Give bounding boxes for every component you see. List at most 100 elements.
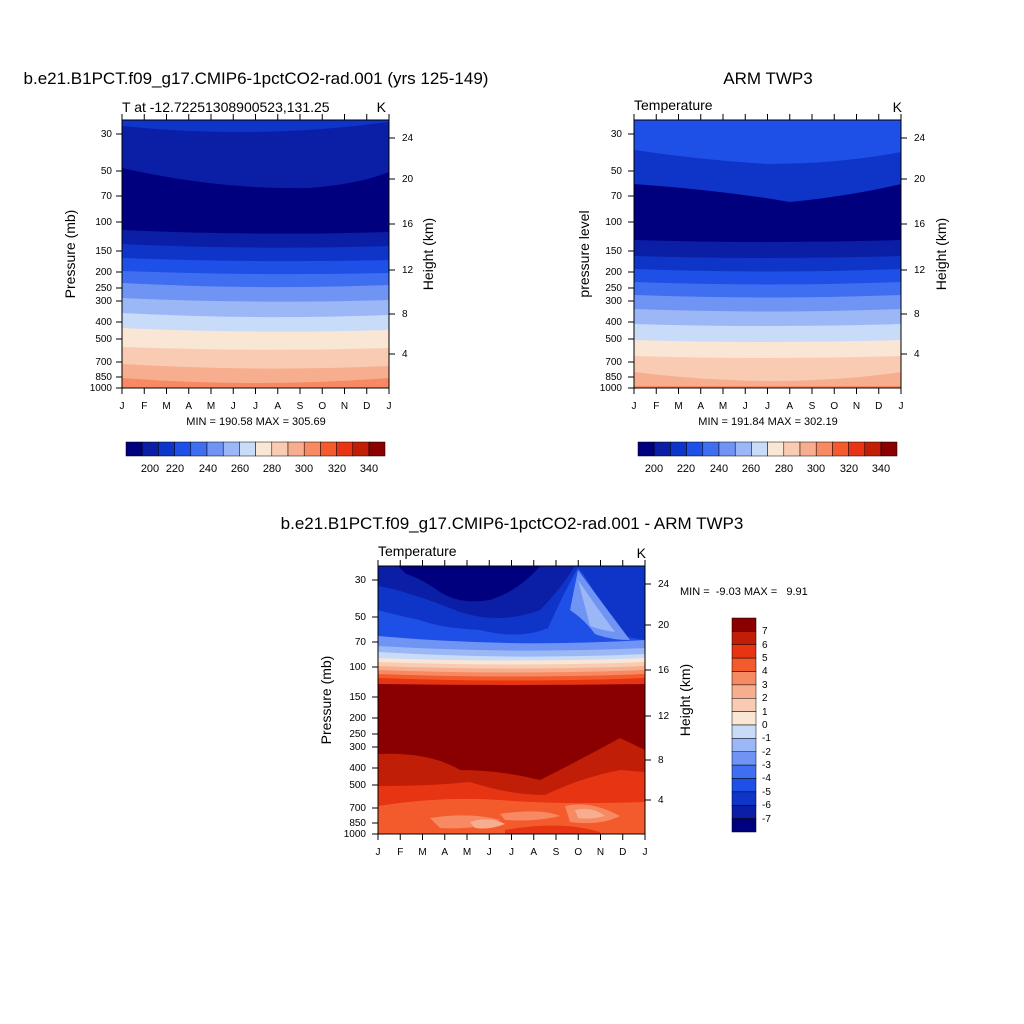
y-right-axis-label: Height (km): [677, 664, 693, 736]
x-tick-label: S: [297, 401, 304, 412]
colorbar-label: 260: [742, 463, 760, 475]
panel-model: b.e21.B1PCT.f09_g17.CMIP6-1pctCO2-rad.00…: [24, 69, 489, 475]
y-tick-label: 1000: [600, 383, 623, 394]
colorbar-label: 320: [328, 463, 346, 475]
colorbar-label: -1: [762, 733, 771, 744]
x-tick-label: A: [786, 401, 793, 412]
y-tick-label: 250: [605, 283, 622, 294]
y-tick-label: 150: [349, 692, 366, 703]
contour-field: [378, 566, 645, 834]
x-tick-label: J: [376, 847, 381, 858]
x-tick-label: J: [765, 401, 770, 412]
colorbar-label: 7: [762, 626, 768, 637]
panel-left-string: Temperature: [378, 543, 457, 559]
x-tick-label: N: [341, 401, 348, 412]
x-tick-labels: J F M A M J J A S O N D J: [632, 401, 904, 412]
y-tick-label: 50: [355, 612, 367, 623]
y-tick-labels: 30 50 70 100 150 200 250 300 400 500 700…: [90, 129, 113, 394]
y-tick-label: 100: [349, 662, 366, 673]
colorbar-label: 220: [166, 463, 184, 475]
y-tick-label: 30: [355, 575, 367, 586]
x-tick-label: S: [809, 401, 816, 412]
y-tick-label: 70: [101, 191, 113, 202]
colorbar-label: 240: [199, 463, 217, 475]
x-tick-label: M: [207, 401, 215, 412]
y-right-tick-label: 24: [658, 579, 670, 590]
y-tick-labels: 30 50 70 100 150 200 250 300 400 500 700…: [600, 129, 623, 394]
x-tick-label: M: [674, 401, 682, 412]
colorbar-label: -2: [762, 747, 771, 758]
min-max-label: MIN = -9.03 MAX = 9.91: [680, 586, 808, 598]
x-tick-label: D: [875, 401, 882, 412]
x-tick-labels: J F M A M J J A S O N D J: [120, 401, 392, 412]
y-right-tick-label: 24: [914, 133, 926, 144]
panel-left-string: T at -12.72251308900523,131.25: [122, 99, 330, 115]
panel-observation: ARM TWP3 Temperature K: [576, 69, 949, 475]
y-right-tick-label: 8: [402, 309, 408, 320]
colorbar-label: 200: [141, 463, 159, 475]
colorbar-label: 5: [762, 653, 768, 664]
colorbar-label: 240: [710, 463, 728, 475]
y-right-tick-label: 4: [914, 349, 920, 360]
x-tick-label: M: [162, 401, 170, 412]
y-tick-label: 500: [605, 334, 622, 345]
axes-frame: [372, 560, 651, 840]
x-tick-label: J: [899, 401, 904, 412]
colorbar-label: 220: [677, 463, 695, 475]
y-right-axis-label: Height (km): [933, 218, 949, 290]
y-tick-label: 100: [605, 217, 622, 228]
y-right-tick-label: 16: [914, 219, 926, 230]
colorbar-label: -4: [762, 773, 771, 784]
y-tick-label: 50: [101, 166, 113, 177]
y-right-tick-label: 20: [914, 174, 926, 185]
colorbar-label: 340: [872, 463, 890, 475]
colorbar: [731, 617, 757, 833]
y-tick-label: 400: [349, 763, 366, 774]
colorbar-label: -7: [762, 814, 771, 825]
y-right-tick-label: 4: [658, 795, 664, 806]
x-tick-label: J: [509, 847, 514, 858]
x-tick-label: D: [363, 401, 370, 412]
x-tick-label: O: [318, 401, 326, 412]
y-right-tick-labels: 24 20 16 12 8 4: [914, 133, 926, 360]
x-tick-label: A: [530, 847, 537, 858]
x-tick-label: J: [253, 401, 258, 412]
x-tick-label: N: [597, 847, 604, 858]
y-tick-label: 50: [611, 166, 623, 177]
y-axis-label: Pressure (mb): [318, 656, 334, 745]
x-tick-label: J: [643, 847, 648, 858]
y-right-tick-label: 16: [658, 665, 670, 676]
x-tick-label: J: [231, 401, 236, 412]
y-tick-label: 250: [95, 283, 112, 294]
y-tick-label: 150: [95, 246, 112, 257]
colorbar-label: 280: [775, 463, 793, 475]
x-tick-label: N: [853, 401, 860, 412]
colorbar-label: 260: [231, 463, 249, 475]
y-tick-label: 700: [95, 357, 112, 368]
colorbar-label: 280: [263, 463, 281, 475]
y-tick-label: 850: [349, 818, 366, 829]
panel-difference: b.e21.B1PCT.f09_g17.CMIP6-1pctCO2-rad.00…: [281, 514, 808, 858]
y-tick-label: 70: [355, 637, 367, 648]
y-tick-label: 30: [101, 129, 113, 140]
min-max-label: MIN = 190.58 MAX = 305.69: [186, 416, 325, 428]
y-right-tick-label: 16: [402, 219, 414, 230]
x-tick-label: D: [619, 847, 626, 858]
y-tick-label: 150: [605, 246, 622, 257]
x-tick-label: S: [553, 847, 560, 858]
panel-units: K: [893, 99, 903, 115]
x-tick-label: J: [120, 401, 125, 412]
colorbar-label: 1: [762, 707, 768, 718]
y-right-tick-label: 24: [402, 133, 414, 144]
colorbar-label: 4: [762, 666, 768, 677]
y-right-tick-label: 20: [402, 174, 414, 185]
y-tick-label: 30: [611, 129, 623, 140]
x-tick-label: O: [830, 401, 838, 412]
x-tick-label: A: [274, 401, 281, 412]
colorbar-label: 2: [762, 693, 768, 704]
x-tick-label: F: [653, 401, 659, 412]
y-right-tick-label: 4: [402, 349, 408, 360]
y-tick-label: 250: [349, 729, 366, 740]
colorbar-label: 320: [840, 463, 858, 475]
